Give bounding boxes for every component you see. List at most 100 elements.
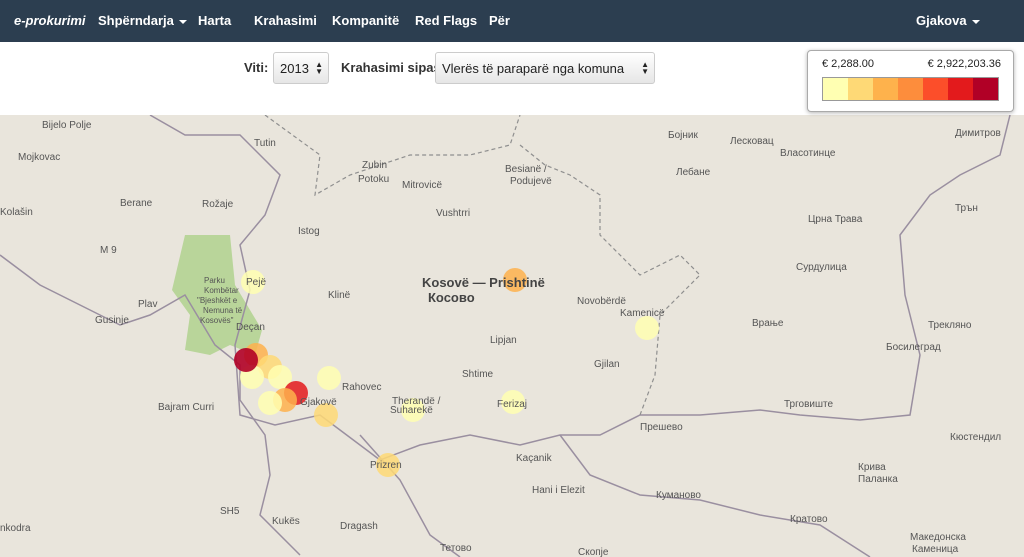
map-label: Gusinje <box>95 315 129 326</box>
year-label: Viti: <box>244 60 269 75</box>
map-label: Suharekë <box>390 405 433 416</box>
map-label: SH5 <box>220 506 240 517</box>
map-label: Тетово <box>440 543 472 554</box>
legend-max: € 2,922,203.36 <box>927 58 1001 70</box>
map-label: Dragash <box>340 521 378 532</box>
map-label: Lipjan <box>490 335 517 346</box>
map-label: Косово <box>428 290 475 305</box>
year-select[interactable]: 2013 ▲ ▼ <box>273 52 329 84</box>
municipality-circle[interactable] <box>503 268 527 292</box>
map-label: Димитров <box>955 128 1001 139</box>
map-label: Mojkovac <box>18 152 60 163</box>
municipality-circle[interactable] <box>501 390 525 414</box>
map-label: Rožaje <box>202 199 234 210</box>
map-label: Prizren <box>370 460 402 471</box>
navbar: e-prokurimi Shpërndarja Harta Krahasimi … <box>0 0 1024 42</box>
map-label: Kaçanik <box>516 453 553 464</box>
map-label: Прешево <box>640 422 683 433</box>
map-label: Shtime <box>462 369 494 380</box>
map-label: Македонска <box>910 532 966 543</box>
municipality-circle[interactable] <box>635 316 659 340</box>
map-label: Босилеград <box>886 342 941 353</box>
map-label: Ferizaj <box>497 399 527 410</box>
map-label: Mitrovicë <box>402 180 442 191</box>
map-label: Kombëtar <box>204 286 239 295</box>
map-label: Parku <box>204 276 225 285</box>
map-label: Каменица <box>912 544 959 555</box>
municipality-circle[interactable] <box>314 403 338 427</box>
map-label: Istog <box>298 226 320 237</box>
map-label: Кратово <box>790 514 828 525</box>
legend-swatch <box>923 78 948 100</box>
map-label: Трън <box>955 203 978 214</box>
country-border <box>149 115 1011 461</box>
map-label: Црна Трава <box>808 214 863 225</box>
user-name: Gjakova <box>916 13 967 28</box>
map-label: Bijelo Polje <box>42 120 92 131</box>
map-label: Паланка <box>858 474 898 485</box>
map-label: Bajram Curri <box>158 402 214 413</box>
map-label: Hani i Elezit <box>532 485 585 496</box>
nav-text: Shpërndarja <box>98 13 174 28</box>
map-label: Novobërdë <box>577 296 626 307</box>
map-label: Therandë / <box>392 396 441 407</box>
map-background <box>0 115 1024 557</box>
compare-value: Vlerës të paraparë nga komuna <box>442 61 625 76</box>
park-area <box>172 235 262 355</box>
municipality-circle[interactable] <box>376 453 400 477</box>
map-label: Berane <box>120 198 153 209</box>
map-label: Potoku <box>358 174 389 185</box>
map-label: Gjakovë <box>300 397 337 408</box>
district-border <box>264 115 701 416</box>
map-label: Zubin <box>362 160 387 171</box>
user-menu[interactable]: Gjakova <box>916 13 980 28</box>
nav-item[interactable]: Red Flags <box>415 13 478 28</box>
map-label: M 9 <box>100 245 117 256</box>
municipality-circle[interactable] <box>234 348 258 372</box>
legend-min: € 2,288.00 <box>822 58 874 70</box>
nav-item[interactable]: Shpërndarja <box>98 13 187 28</box>
nav-item[interactable]: Krahasimi <box>254 13 317 28</box>
map-label: Бојник <box>668 130 698 141</box>
legend-swatch <box>898 78 923 100</box>
map-label: Крива <box>858 462 886 473</box>
country-border <box>0 254 301 556</box>
compare-select[interactable]: Vlerës të paraparë nga komuna ▲ ▼ <box>435 52 655 84</box>
map-label: Vushtrri <box>436 208 470 219</box>
map-label: Kolašin <box>0 207 33 218</box>
map-label: Kosovë — Prishtinë <box>422 275 545 290</box>
map-label: Besianë / <box>505 164 547 175</box>
nav-item[interactable]: Për <box>489 13 510 28</box>
municipality-circle[interactable] <box>401 398 425 422</box>
legend-swatch <box>848 78 873 100</box>
map-label: Куманово <box>656 490 701 501</box>
map: Bijelo Polje Tutin Mojkovac Zubin Potoku Mitr… <box>0 115 1024 557</box>
municipality-circle[interactable] <box>317 366 341 390</box>
map-label: Plav <box>138 299 157 310</box>
municipality-circle[interactable] <box>258 391 282 415</box>
map-label: Врање <box>752 318 784 329</box>
map-label: Kukës <box>272 516 300 527</box>
nav-item[interactable]: Kompanitë <box>332 13 400 28</box>
map-label: Трекляно <box>928 320 972 331</box>
brand[interactable]: e-prokurimi <box>14 13 86 28</box>
nav-item[interactable]: Harta <box>198 13 232 28</box>
municipality-circle[interactable] <box>268 365 292 389</box>
map-label: Klinë <box>328 290 351 301</box>
map-label: Власотинце <box>780 148 836 159</box>
map-label: Скопје <box>578 547 609 557</box>
map-label: Rahovec <box>342 382 381 393</box>
map-label: Сурдулица <box>796 262 847 273</box>
map-label: "Bjeshkët e <box>197 296 238 305</box>
year-value: 2013 <box>280 61 309 76</box>
municipality-circle[interactable] <box>241 270 265 294</box>
legend-swatch <box>823 78 848 100</box>
map-label: Podujevë <box>510 176 552 187</box>
map-label: Лесковац <box>730 136 774 147</box>
map-label: Трговиште <box>784 399 833 410</box>
map-label: Kamenicë <box>620 308 665 319</box>
map-label: Кюстендил <box>950 432 1001 443</box>
map-label: Pejë <box>246 277 266 288</box>
map-label: Gjilan <box>594 359 620 370</box>
